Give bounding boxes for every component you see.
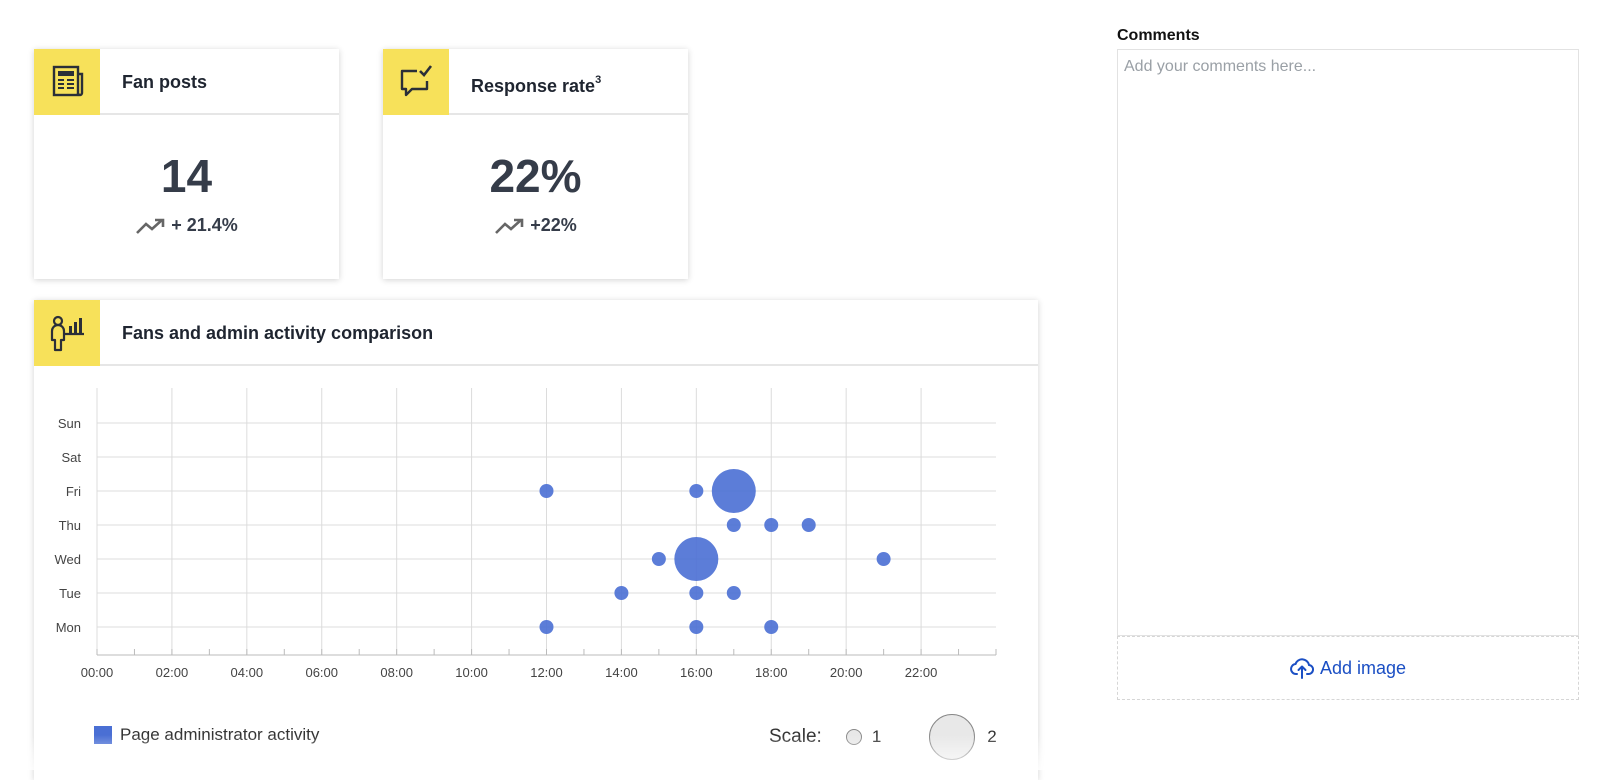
- response-rate-title-text: Response rate: [471, 76, 596, 96]
- activity-header: Fans and admin activity comparison: [34, 300, 1038, 366]
- legend-swatch: [94, 726, 112, 744]
- comments-label: Comments: [1117, 27, 1200, 44]
- chart-legend: Page administrator activity: [94, 725, 319, 745]
- activity-bubble: [764, 620, 779, 634]
- fan-posts-change: + 21.4%: [34, 215, 339, 236]
- newspaper-icon: [34, 49, 100, 115]
- x-tick-label: 10:00: [455, 665, 488, 680]
- x-tick-label: 14:00: [605, 665, 638, 680]
- bubble-scale: Scale: 1 2: [769, 712, 997, 762]
- activity-bubble: [674, 537, 719, 581]
- response-rate-value: 22%: [489, 150, 582, 202]
- activity-bubble: [726, 518, 741, 532]
- x-tick-label: 04:00: [231, 665, 264, 680]
- trend-up-icon: [495, 218, 524, 234]
- fan-posts-header: Fan posts: [34, 49, 339, 115]
- x-tick-label: 02:00: [156, 665, 189, 680]
- x-tick-label: 06:00: [305, 665, 338, 680]
- activity-bubble: [539, 620, 554, 634]
- x-tick-label: 16:00: [680, 665, 713, 680]
- x-tick-label: 20:00: [830, 665, 863, 680]
- y-tick-label: Sat: [61, 450, 81, 465]
- activity-bubble: [726, 586, 741, 600]
- person-chart-icon: [34, 300, 100, 366]
- fan-posts-change-text: + 21.4%: [171, 215, 238, 235]
- x-tick-label: 18:00: [755, 665, 788, 680]
- activity-bubble: [651, 552, 666, 566]
- response-rate-title: Response rate3: [471, 49, 601, 115]
- y-tick-label: Sun: [58, 416, 81, 431]
- y-tick-label: Mon: [56, 620, 81, 635]
- fan-posts-value: 14: [160, 150, 213, 202]
- activity-comparison-card: Fans and admin activity comparison Mon Tu…: [34, 300, 1038, 780]
- y-tick-label: Wed: [55, 552, 82, 567]
- scale-small-value: 1: [871, 727, 882, 746]
- response-rate-header: Response rate3: [383, 49, 688, 115]
- add-image-label: Add image: [1319, 657, 1407, 678]
- footnote-marker: 3: [595, 74, 602, 86]
- activity-bubble: [689, 620, 704, 634]
- scale-large-circle: [929, 714, 976, 760]
- y-tick-label: Tue: [59, 586, 81, 601]
- activity-bubble-chart: Mon Tue Wed Thu Fri Sat Sun 00:00 02:00 04:00 06:0…: [55, 388, 997, 680]
- activity-title: Fans and admin activity comparison: [122, 323, 434, 343]
- activity-bubble: [614, 586, 629, 600]
- add-image-button[interactable]: Add image: [1117, 636, 1579, 700]
- x-tick-label: 22:00: [905, 665, 938, 680]
- activity-bubble: [689, 586, 704, 600]
- activity-bubble: [689, 484, 704, 498]
- scale-label: Scale:: [769, 726, 822, 747]
- chat-check-icon: [383, 49, 449, 115]
- response-rate-change: +22%: [383, 215, 688, 236]
- activity-bubble: [876, 552, 891, 566]
- response-rate-card: Response rate3 22% +22%: [383, 49, 688, 279]
- activity-bubble: [711, 469, 756, 513]
- fan-posts-card: Fan posts 14 + 21.4%: [34, 49, 339, 279]
- y-tick-label: Fri: [66, 484, 81, 499]
- x-tick-label: 12:00: [530, 665, 563, 680]
- activity-bubble: [801, 518, 816, 532]
- cloud-upload-icon: [1290, 658, 1314, 679]
- y-tick-label: Thu: [59, 518, 81, 533]
- activity-bubble: [539, 484, 554, 498]
- scale-large-value: 2: [987, 727, 997, 746]
- activity-bubble: [764, 518, 779, 532]
- comments-textarea[interactable]: [1117, 49, 1579, 636]
- scale-small-circle: [845, 729, 862, 745]
- x-tick-label: 08:00: [380, 665, 413, 680]
- trend-up-icon: [136, 218, 165, 234]
- x-tick-label: 00:00: [81, 665, 114, 680]
- response-rate-change-text: +22%: [530, 215, 577, 235]
- fan-posts-title: Fan posts: [122, 72, 208, 92]
- legend-label: Page administrator activity: [120, 725, 320, 744]
